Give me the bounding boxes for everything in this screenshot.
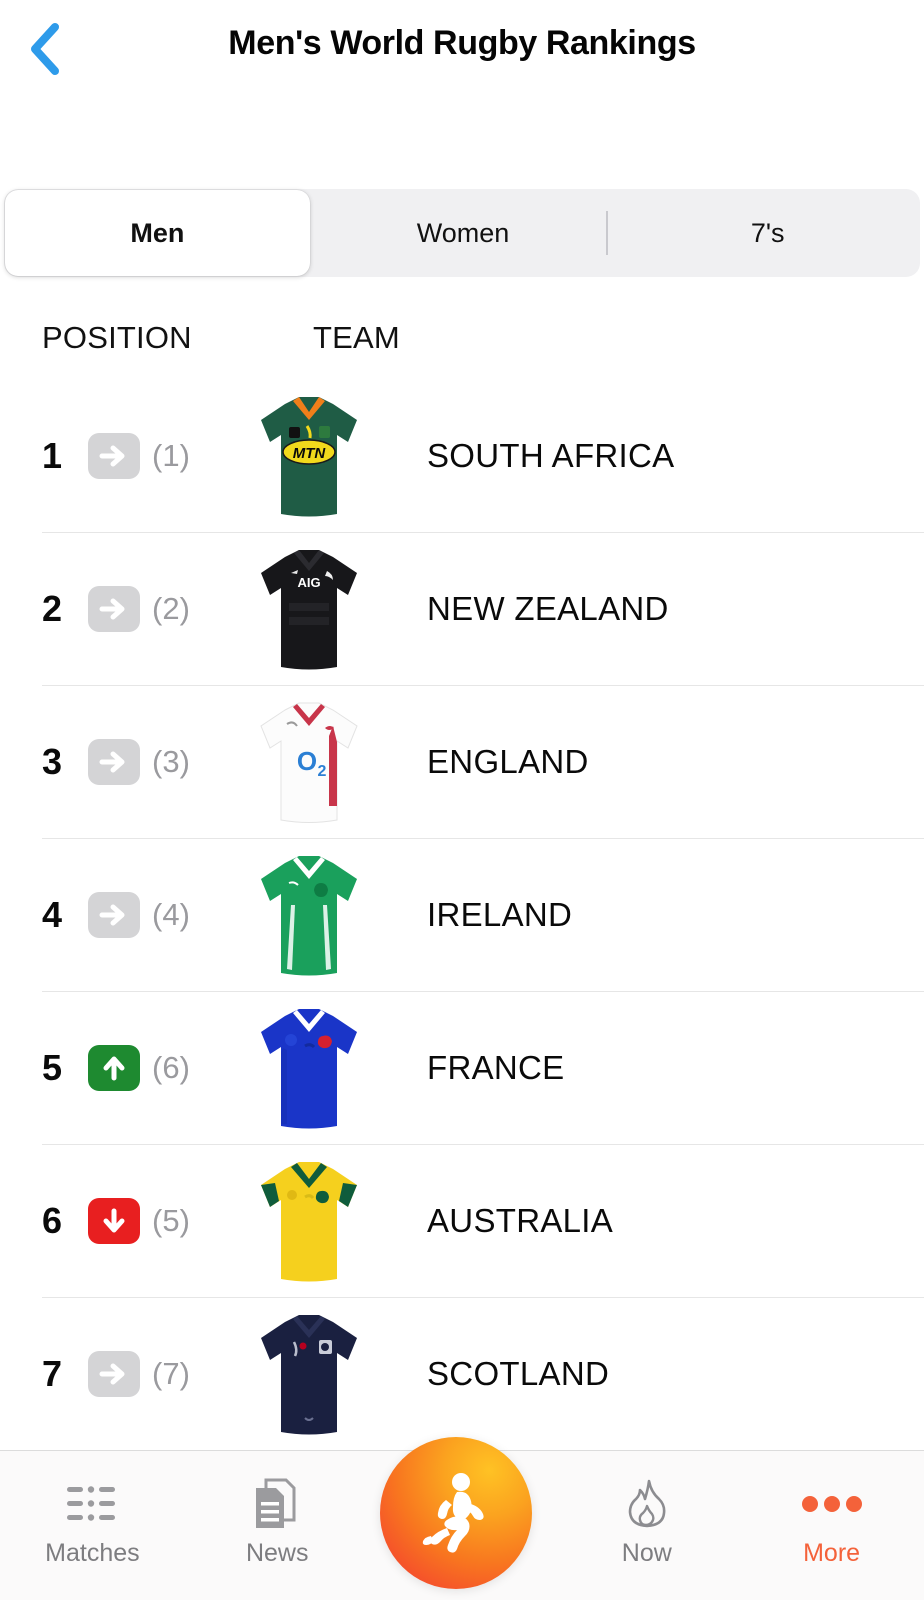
south-africa-jersey: MTN (234, 381, 384, 531)
tab-women[interactable]: Women (311, 189, 616, 277)
movement-same-icon (88, 433, 140, 479)
ireland-jersey (234, 840, 384, 990)
position-number: 4 (42, 894, 63, 935)
team-name: FRANCE (427, 1049, 565, 1086)
movement-up-icon (88, 1045, 140, 1091)
column-header-team: TEAM (313, 320, 400, 355)
three-dots-icon (801, 1477, 863, 1531)
movement-down-icon (88, 1198, 140, 1244)
app-header: Men's World Rugby Rankings (0, 0, 924, 104)
tab-men-label: Men (130, 217, 185, 248)
documents-icon (252, 1477, 302, 1531)
nav-label-now: Now (621, 1539, 672, 1567)
team-name: SCOTLAND (427, 1355, 610, 1392)
nav-label-more: More (803, 1539, 861, 1567)
movement-same-icon (88, 586, 140, 632)
svg-text:O: O (297, 746, 317, 776)
running-player-fab-button[interactable] (380, 1437, 532, 1589)
movement-same-icon (88, 739, 140, 785)
chevron-left-icon (31, 23, 59, 75)
position-number: 6 (42, 1200, 63, 1241)
australia-jersey (234, 1146, 384, 1296)
tab-women-label: Women (416, 217, 510, 248)
flame-icon (625, 1477, 669, 1531)
back-button[interactable] (14, 18, 76, 80)
france-jersey (234, 993, 384, 1143)
nav-item-more[interactable]: More (739, 1451, 924, 1600)
position-number: 3 (42, 741, 63, 782)
position-number: 1 (42, 435, 63, 476)
table-row[interactable]: 5 (6) FRANCE (42, 992, 924, 1145)
tab-sevens[interactable]: 7's (615, 189, 920, 277)
scotland-jersey (234, 1299, 384, 1449)
table-row[interactable]: 4 (4) IRELAND (42, 839, 924, 992)
nav-label-matches: Matches (45, 1539, 140, 1567)
table-row[interactable]: 7 (7) SCOTLAND (42, 1298, 924, 1451)
table-row[interactable]: 1 (1) MTN SOUTH AFRICA (42, 380, 924, 533)
tab-divider (606, 211, 608, 255)
svg-text:2: 2 (318, 763, 327, 780)
nav-item-now[interactable]: Now (554, 1451, 739, 1600)
previous-position: (4) (152, 897, 190, 932)
team-name: NEW ZEALAND (427, 590, 669, 627)
rankings-category-tabs[interactable]: Men Women 7's (4, 189, 920, 277)
team-name: ENGLAND (427, 743, 589, 780)
previous-position: (3) (152, 744, 190, 779)
table-row[interactable]: 2 (2) AIG NEW ZEALAND (42, 533, 924, 686)
england-jersey: O 2 (234, 687, 384, 837)
previous-position: (1) (152, 438, 190, 473)
fixtures-list-icon (65, 1477, 119, 1531)
previous-position: (2) (152, 591, 190, 626)
movement-same-icon (88, 892, 140, 938)
svg-text:MTN: MTN (293, 445, 327, 462)
column-header-position: POSITION (42, 320, 192, 355)
previous-position: (7) (152, 1356, 190, 1391)
previous-position: (5) (152, 1203, 190, 1238)
new-zealand-jersey: AIG (234, 534, 384, 684)
team-name: AUSTRALIA (427, 1202, 614, 1239)
nav-label-news: News (245, 1539, 309, 1567)
table-row[interactable]: 3 (3) O 2 ENGLAND (42, 686, 924, 839)
team-name: IRELAND (427, 896, 573, 933)
page-title: Men's World Rugby Rankings (228, 24, 696, 62)
nav-item-news[interactable]: News (185, 1451, 370, 1600)
tab-sevens-label: 7's (750, 217, 785, 248)
table-row[interactable]: 6 (5) AUSTRALIA (42, 1145, 924, 1298)
table-column-headers: POSITION TEAM (0, 320, 924, 370)
previous-position: (6) (152, 1050, 190, 1085)
svg-text:AIG: AIG (297, 575, 320, 590)
rankings-list[interactable]: 1 (1) MTN SOUTH AFRICA 2 (0, 380, 924, 1460)
movement-same-icon (88, 1351, 140, 1397)
nav-item-matches[interactable]: Matches (0, 1451, 185, 1600)
running-player-icon (422, 1473, 484, 1553)
team-name: SOUTH AFRICA (427, 437, 675, 474)
position-number: 2 (42, 588, 63, 629)
position-number: 5 (42, 1047, 63, 1088)
tab-men[interactable]: Men (5, 190, 310, 276)
position-number: 7 (42, 1353, 63, 1394)
